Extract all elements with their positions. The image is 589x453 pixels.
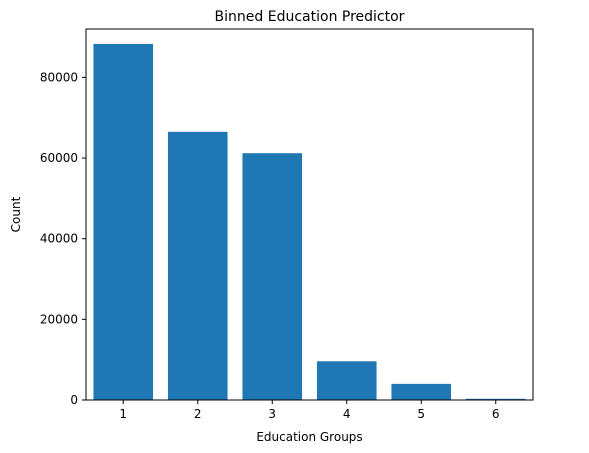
bar-4 [316,361,377,400]
x-tick-label: 4 [343,407,351,421]
x-tick-label: 5 [417,407,425,421]
x-tick-label: 2 [194,407,202,421]
x-axis-ticks: 1 2 3 4 5 6 [119,400,500,421]
y-tick-label: 40000 [40,232,78,246]
y-tick-label: 60000 [40,151,78,165]
x-tick-label: 6 [492,407,500,421]
bar-1 [93,43,154,400]
y-tick-label: 0 [70,393,78,407]
y-tick-label: 80000 [40,70,78,84]
x-axis-label: Education Groups [256,430,362,444]
y-axis-label: Count [9,196,23,232]
x-tick-label: 1 [119,407,127,421]
bars-group [93,43,526,400]
bar-6 [465,398,526,400]
plot-frame [85,28,534,401]
chart-title: Binned Education Predictor [215,9,405,25]
bar-5 [391,383,452,400]
bar-2 [167,131,228,400]
bar-3 [242,153,303,400]
x-tick-label: 3 [268,407,276,421]
y-axis-ticks: 0 20000 40000 60000 80000 [40,70,86,407]
y-tick-label: 20000 [40,312,78,326]
